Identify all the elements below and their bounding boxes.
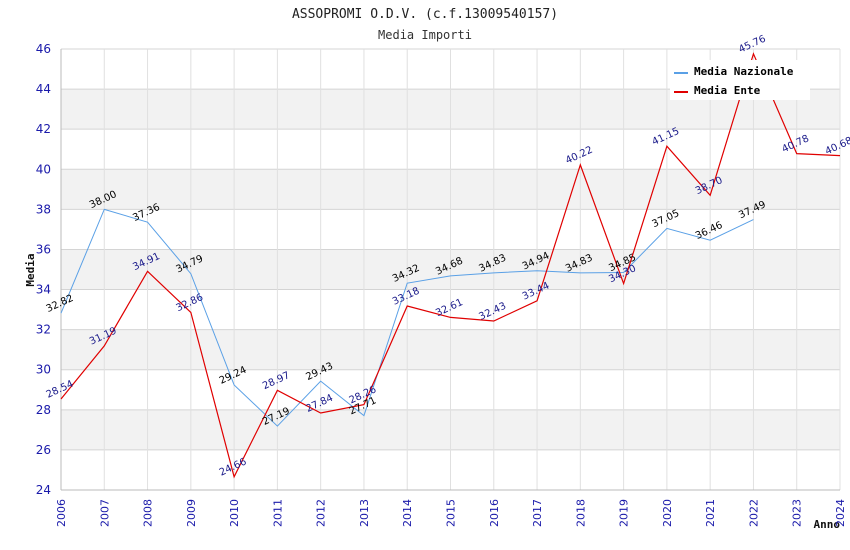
x-tick-label: 2013 [358,499,371,527]
y-tick-label: 26 [36,443,51,457]
chart-title: ASSOPROMI O.D.V. (c.f.13009540157) [292,7,558,22]
x-tick-label: 2012 [315,499,328,527]
y-tick-label: 28 [36,403,51,417]
y-tick-label: 42 [36,122,51,136]
x-tick-label: 2011 [271,499,284,527]
chart-subtitle: Media Importi [378,28,472,42]
y-axis-label: Media [24,253,37,286]
y-tick-label: 46 [36,42,51,56]
x-tick-label: 2020 [661,499,674,527]
x-tick-label: 2010 [228,499,241,527]
x-tick-labels: 2006 2007 2008 2009 2010 2011 2012 2013 2014 2015… [55,499,847,527]
x-tick-label: 2006 [55,499,68,527]
x-tick-label: 2021 [704,499,717,527]
y-tick-label: 32 [36,323,51,337]
x-tick-label: 2008 [142,499,155,527]
x-tick-label: 2015 [445,499,458,527]
x-tick-label: 2024 [834,499,847,527]
y-tick-label: 44 [36,82,51,96]
y-tick-label: 24 [36,483,51,497]
x-tick-label: 2019 [618,499,631,527]
legend-box [670,60,810,100]
x-tick-label: 2014 [401,499,414,527]
y-tick-label: 36 [36,242,51,256]
series-line-media-nazionale [60,208,754,427]
legend-label-media-nazionale: Media Nazionale [694,65,794,78]
y-tick-label: 40 [36,162,51,176]
y-tick-label: 38 [36,202,51,216]
legend-label-media-ente: Media Ente [694,84,761,97]
x-tick-label: 2007 [98,499,111,527]
x-axis-label: Anno [814,518,841,531]
x-tick-label: 2017 [531,499,544,527]
axes [60,49,840,491]
y-tick-label: 34 [36,283,51,297]
x-tick-label: 2018 [574,499,587,527]
series-lines [60,52,841,479]
series-line-media-ente [60,52,841,479]
x-tick-label: 2009 [185,499,198,527]
y-tick-labels: 24 26 28 30 32 34 36 38 40 42 44 46 [36,42,51,497]
x-tick-label: 2016 [488,499,501,527]
legend: Media Nazionale Media Ente [670,60,810,100]
y-tick-label: 30 [36,363,51,377]
x-tick-label: 2023 [791,499,804,527]
x-tick-label: 2022 [747,499,760,527]
